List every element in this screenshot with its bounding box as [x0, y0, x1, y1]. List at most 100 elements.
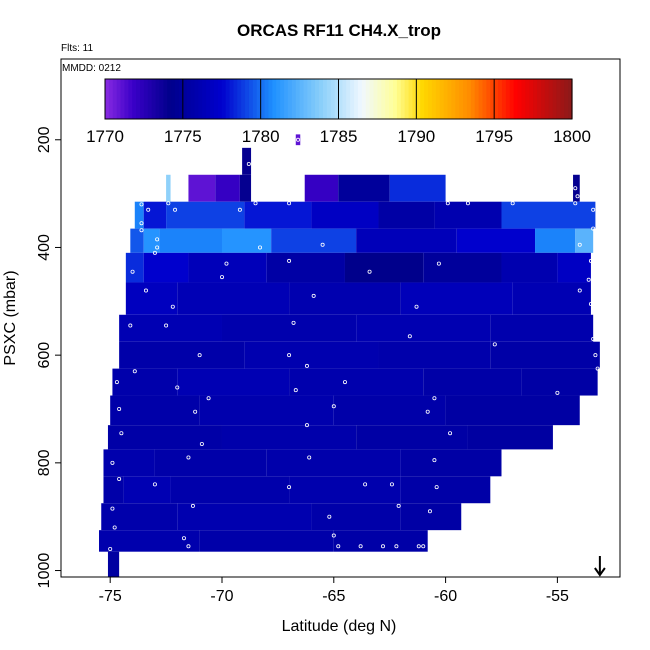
- sample-point: [186, 455, 191, 460]
- y-tick-label: 800: [36, 449, 53, 476]
- colorbar-strip: [190, 79, 196, 119]
- sample-point: [432, 396, 437, 401]
- sample-point: [320, 242, 325, 247]
- sample-point: [591, 207, 596, 212]
- sample-point: [258, 245, 263, 250]
- sample-point: [358, 544, 363, 549]
- colorbar-tick-label: 1790: [397, 127, 435, 146]
- sample-point: [304, 363, 309, 368]
- colorbar-strip: [494, 79, 499, 119]
- colorbar-strip: [272, 79, 277, 119]
- colorbar-strip: [560, 79, 565, 119]
- colorbar-strip: [155, 79, 161, 119]
- heatmap-cell: [99, 530, 200, 552]
- colorbar-strip: [377, 79, 382, 119]
- colorbar-strip: [536, 79, 542, 119]
- sample-point: [573, 201, 578, 206]
- sample-point: [591, 226, 596, 231]
- sample-point: [170, 304, 175, 309]
- heatmap-cell: [333, 530, 428, 552]
- colorbar-frame: [104, 78, 573, 120]
- sample-point: [193, 409, 198, 414]
- sample-point: [427, 509, 432, 514]
- colorbar-strip: [194, 79, 199, 119]
- colorbar-strip: [241, 79, 246, 119]
- heatmap-cell: [389, 174, 446, 202]
- colorbar-strip: [392, 79, 398, 119]
- sample-point: [237, 207, 242, 212]
- heatmap-cell: [215, 174, 240, 202]
- colorbar-strip: [225, 79, 231, 119]
- sample-points: [108, 137, 600, 552]
- colorbar-strip: [396, 79, 402, 119]
- heatmap-cell: [573, 174, 580, 202]
- sample-point: [175, 385, 180, 390]
- sample-point: [414, 304, 419, 309]
- colorbar-strip: [182, 79, 188, 119]
- colorbar-strip: [248, 79, 254, 119]
- heatmap-cell: [434, 201, 502, 229]
- heatmap-cell: [501, 201, 596, 229]
- colorbar-strip: [525, 79, 530, 119]
- sample-point: [296, 137, 301, 142]
- colorbar-strip: [365, 79, 371, 119]
- sample-point: [164, 323, 169, 328]
- down-arrow-icon: [594, 556, 606, 577]
- colorbar-strip: [568, 79, 573, 119]
- colorbar-strip: [124, 79, 129, 119]
- colorbar-strip: [175, 79, 180, 119]
- colorbar-strip: [361, 79, 367, 119]
- colorbar-strip: [420, 79, 425, 119]
- y-tick-label: 200: [36, 126, 53, 153]
- colorbar-strip: [268, 79, 273, 119]
- heatmap-cell: [289, 368, 424, 396]
- sample-point: [139, 228, 144, 233]
- sample-point: [416, 544, 421, 549]
- colorbar-strip: [112, 79, 118, 119]
- colorbar-strip: [206, 79, 211, 119]
- colorbar-strip: [299, 79, 305, 119]
- sample-point: [139, 221, 144, 226]
- heatmap-cell: [103, 476, 124, 504]
- sample-point: [287, 485, 292, 490]
- sample-point: [117, 476, 122, 481]
- heatmap-cell: [103, 449, 155, 477]
- sample-point: [311, 293, 316, 298]
- heatmap-cell: [130, 228, 144, 253]
- colorbar-tick-label: 1770: [86, 127, 124, 146]
- y-axis: 200 400 600 800 1000: [36, 126, 62, 588]
- colorbar-strip: [455, 79, 460, 119]
- heatmap-cell: [177, 368, 290, 396]
- sample-point: [307, 455, 312, 460]
- heatmap-cell: [221, 228, 272, 253]
- colorbar-strip: [369, 79, 375, 119]
- colorbar-tick-label: 1780: [242, 127, 280, 146]
- heatmap-cell: [378, 341, 491, 369]
- heatmap-cell: [125, 252, 144, 283]
- sample-point: [119, 431, 124, 436]
- heatmap-cell: [535, 228, 576, 253]
- colorbar-strip: [237, 79, 242, 119]
- sample-point: [396, 503, 401, 508]
- colorbar-strip: [128, 79, 133, 119]
- heatmap-cell: [356, 314, 491, 342]
- colorbar-strip: [264, 79, 270, 119]
- heatmap-cell: [289, 282, 401, 315]
- sample-point: [425, 409, 430, 414]
- colorbar-strip: [256, 79, 262, 119]
- colorbar-strip: [322, 79, 328, 119]
- colorbar-strip: [564, 79, 569, 119]
- heatmap-cell: [177, 503, 312, 531]
- heatmap-cell: [501, 252, 558, 283]
- colorbar-strip: [202, 79, 207, 119]
- heatmap-cell: [266, 449, 401, 477]
- heatmap-cell: [356, 228, 457, 253]
- heatmap-cell: [400, 449, 502, 477]
- sample-point: [577, 242, 582, 247]
- colorbar-strip: [171, 79, 176, 119]
- heatmap-cell: [134, 201, 144, 229]
- heatmap-cell: [199, 395, 334, 426]
- colorbar-strip: [544, 79, 550, 119]
- sample-point: [588, 258, 593, 263]
- colorbar-strip: [459, 79, 464, 119]
